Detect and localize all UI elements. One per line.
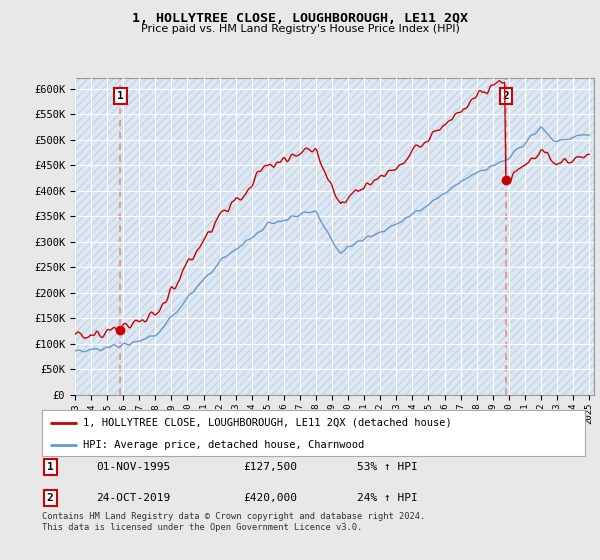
Text: Price paid vs. HM Land Registry's House Price Index (HPI): Price paid vs. HM Land Registry's House … — [140, 24, 460, 34]
Text: 2: 2 — [47, 493, 53, 503]
Text: 24% ↑ HPI: 24% ↑ HPI — [357, 493, 418, 503]
Text: 01-NOV-1995: 01-NOV-1995 — [97, 462, 170, 472]
Text: Contains HM Land Registry data © Crown copyright and database right 2024.
This d: Contains HM Land Registry data © Crown c… — [42, 512, 425, 532]
Text: 2: 2 — [502, 91, 509, 101]
Text: 24-OCT-2019: 24-OCT-2019 — [97, 493, 170, 503]
Text: 1: 1 — [47, 462, 53, 472]
Text: 1, HOLLYTREE CLOSE, LOUGHBOROUGH, LE11 2QX (detached house): 1, HOLLYTREE CLOSE, LOUGHBOROUGH, LE11 2… — [83, 418, 451, 428]
Text: 1, HOLLYTREE CLOSE, LOUGHBOROUGH, LE11 2QX: 1, HOLLYTREE CLOSE, LOUGHBOROUGH, LE11 2… — [132, 12, 468, 25]
Text: £420,000: £420,000 — [243, 493, 297, 503]
Text: 53% ↑ HPI: 53% ↑ HPI — [357, 462, 418, 472]
Text: £127,500: £127,500 — [243, 462, 297, 472]
Text: HPI: Average price, detached house, Charnwood: HPI: Average price, detached house, Char… — [83, 440, 364, 450]
Text: 1: 1 — [117, 91, 124, 101]
